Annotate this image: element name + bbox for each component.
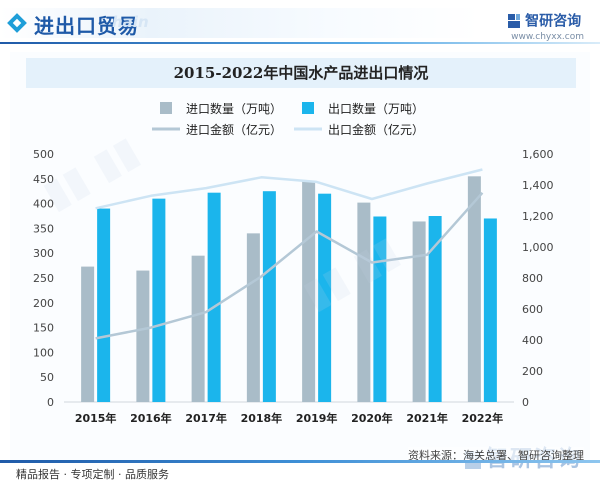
bar-export-quantity bbox=[483, 218, 497, 402]
line-import-amount bbox=[95, 191, 484, 340]
bar-import-quantity bbox=[302, 181, 316, 402]
page-title: 进出口贸易 bbox=[34, 14, 139, 38]
brand-logo-icon bbox=[507, 13, 521, 29]
x-tick-label: 2021年 bbox=[406, 411, 448, 425]
y-left-tick-label: 100 bbox=[33, 346, 54, 359]
y-left-tick-label: 150 bbox=[33, 322, 54, 335]
y-right-tick-label: 1,400 bbox=[522, 179, 554, 192]
page-header: 进出口贸易 hain 智研咨询 www.chyxx.com bbox=[0, 0, 600, 46]
x-tick-label: 2015年 bbox=[75, 411, 117, 425]
legend-swatch bbox=[160, 102, 172, 114]
y-right-tick-label: 600 bbox=[522, 303, 543, 316]
source-text: 资料来源：海关总署、智研咨询整理 bbox=[408, 447, 584, 463]
y-left-tick-label: 500 bbox=[33, 148, 54, 161]
footer-divider bbox=[0, 460, 600, 463]
y-right-tick-label: 1,200 bbox=[522, 210, 554, 223]
y-left-tick-label: 250 bbox=[33, 272, 54, 285]
bar-import-quantity bbox=[191, 255, 205, 402]
x-tick-label: 2019年 bbox=[296, 411, 338, 425]
legend-swatch bbox=[302, 102, 314, 114]
y-left-tick-label: 300 bbox=[33, 247, 54, 260]
x-tick-label: 2017年 bbox=[185, 411, 227, 425]
bar-import-quantity bbox=[357, 202, 371, 402]
x-tick-label: 2020年 bbox=[351, 411, 393, 425]
y-right-tick-label: 800 bbox=[522, 272, 543, 285]
brand-block[interactable]: 智研咨询 www.chyxx.com bbox=[507, 10, 584, 42]
bar-import-quantity bbox=[412, 221, 426, 402]
line-export-amount bbox=[95, 168, 483, 210]
x-tick-label: 2022年 bbox=[462, 411, 504, 425]
y-left-tick-label: 50 bbox=[40, 371, 54, 384]
y-left-tick-label: 200 bbox=[33, 297, 54, 310]
y-left-tick-label: 450 bbox=[33, 173, 54, 186]
bar-export-quantity bbox=[318, 193, 332, 402]
page-footer: 智研咨询 资料来源：海关总署、智研咨询整理 精品报告 · 专项定制 · 品质服务 bbox=[0, 440, 600, 485]
bar-export-quantity bbox=[428, 216, 442, 402]
x-tick-label: 2016年 bbox=[130, 411, 172, 425]
brand-url: www.chyxx.com bbox=[511, 31, 584, 42]
y-right-tick-label: 1,000 bbox=[522, 241, 554, 254]
bar-import-quantity bbox=[467, 176, 481, 402]
legend-label: 出口数量（万吨） bbox=[328, 101, 424, 116]
legend-label: 出口金额（亿元） bbox=[328, 122, 424, 137]
bar-export-quantity bbox=[152, 198, 166, 402]
y-right-tick-label: 1,600 bbox=[522, 148, 554, 161]
bar-export-quantity bbox=[97, 208, 111, 402]
chart-title-bar: 2015-2022年中国水产品进出口情况 bbox=[26, 58, 576, 88]
header-band bbox=[0, 8, 600, 38]
chart-title: 2015-2022年中国水产品进出口情况 bbox=[173, 64, 429, 82]
header-divider bbox=[0, 42, 600, 44]
bar-import-quantity bbox=[246, 233, 260, 402]
bar-import-quantity bbox=[81, 266, 95, 402]
y-right-tick-label: 400 bbox=[522, 334, 543, 347]
y-left-tick-label: 0 bbox=[47, 396, 54, 409]
brand-name: 智研咨询 bbox=[525, 13, 582, 30]
legend-label: 进口金额（亿元） bbox=[186, 122, 282, 137]
chart-panel: 2015-2022年中国水产品进出口情况 进口数量（万吨） 出口数量（万吨） 进口金… bbox=[10, 52, 590, 462]
legend-label: 进口数量（万吨） bbox=[186, 101, 282, 116]
chart-svg: 进口数量（万吨） 出口数量（万吨） 进口金额（亿元） 出口金额（亿元） 0 50 100 15… bbox=[33, 101, 554, 425]
bar-export-quantity bbox=[262, 191, 276, 402]
y-left-tick-label: 400 bbox=[33, 198, 54, 211]
x-tick-label: 2018年 bbox=[241, 411, 283, 425]
y-left-tick-label: 350 bbox=[33, 222, 54, 235]
y-right-tick-label: 200 bbox=[522, 365, 543, 378]
bar-export-quantity bbox=[373, 216, 387, 402]
bar-export-quantity bbox=[207, 192, 221, 402]
footer-tagline: 精品报告 · 专项定制 · 品质服务 bbox=[16, 468, 169, 481]
y-right-tick-label: 0 bbox=[522, 396, 529, 409]
header-watermark-text: hain bbox=[112, 13, 149, 31]
bar-import-quantity bbox=[136, 270, 150, 402]
